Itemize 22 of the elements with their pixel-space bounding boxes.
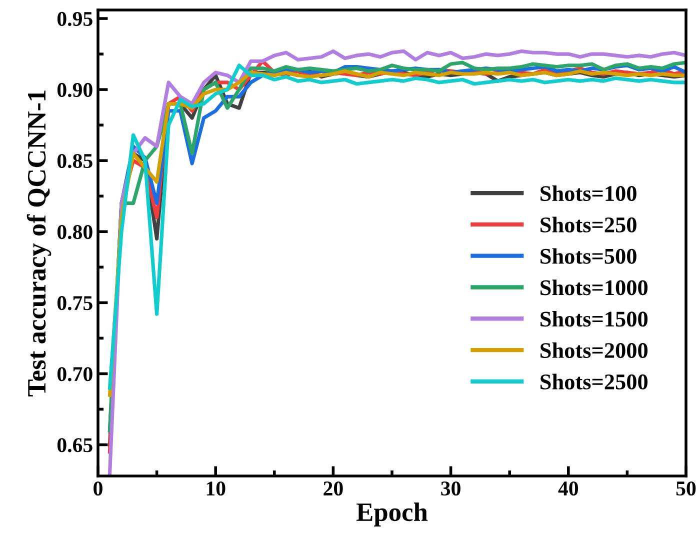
legend-label: Shots=500 <box>540 248 636 264</box>
legend-label: Shots=2000 <box>540 342 648 358</box>
y-tick-label: 0.65 <box>57 438 92 452</box>
y-tick-label: 0.70 <box>57 367 92 382</box>
y-tick-label: 0.85 <box>57 154 92 168</box>
legend-label: Shots=2500 <box>540 374 648 390</box>
y-tick-label: 0.90 <box>57 82 92 98</box>
x-tick-label: 30 <box>441 481 460 496</box>
y-axis-title: Test accuracy of QCCNN-1 <box>26 90 52 396</box>
x-tick-label: 20 <box>324 481 343 496</box>
legend-label: Shots=1000 <box>540 280 648 296</box>
legend-label: Shots=250 <box>540 216 636 232</box>
legend-label: Shots=100 <box>540 185 636 202</box>
y-tick-label: 0.95 <box>57 12 92 26</box>
x-axis-title: Epoch <box>356 502 428 526</box>
x-tick-label: 0 <box>94 481 102 496</box>
y-tick-label: 0.75 <box>57 296 92 310</box>
y-tick-label: 0.80 <box>57 225 92 240</box>
legend-label: Shots=1500 <box>540 310 648 327</box>
x-tick-label: 10 <box>206 481 226 496</box>
x-tick-label: 40 <box>558 481 578 496</box>
x-tick-label: 50 <box>676 481 696 496</box>
